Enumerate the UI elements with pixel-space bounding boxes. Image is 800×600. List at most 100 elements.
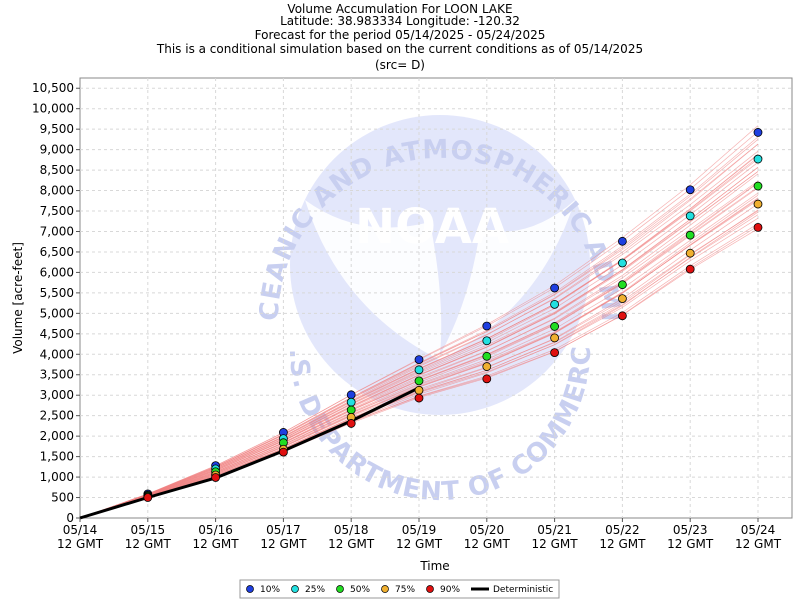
point-p50 — [482, 351, 492, 361]
x-tick-sublabel: 12 GMT — [193, 537, 240, 551]
x-tick-sublabel: 12 GMT — [599, 537, 646, 551]
y-tick-label: 7,000 — [40, 224, 74, 238]
y-tick-label: 2,000 — [40, 429, 74, 443]
point-p75 — [482, 362, 492, 371]
deterministic-layer — [79, 386, 420, 520]
chart-title: Volume Accumulation For LOON LAKE Latitu… — [156, 2, 643, 72]
point-p50 — [618, 280, 627, 290]
point-p25 — [618, 258, 627, 268]
legend-label: 50% — [350, 585, 370, 595]
point-p90 — [618, 311, 627, 321]
y-tick-label: 10,500 — [32, 81, 74, 95]
y-tick-label: 6,500 — [40, 245, 74, 259]
x-tick-label: 05/18 — [334, 523, 369, 537]
point-p75 — [414, 385, 424, 395]
legend-label: Deterministic — [493, 585, 553, 595]
legend-label: 90% — [440, 585, 460, 595]
y-axis-label: Volume [acre-feet] — [11, 242, 25, 354]
x-axis-label: Time — [419, 559, 449, 573]
y-tick-label: 9,500 — [40, 122, 74, 136]
y-tick-label: 2,500 — [40, 409, 74, 423]
point-p10 — [346, 390, 356, 400]
y-tick-label: 5,000 — [40, 306, 74, 320]
y-tick-label: 0 — [66, 511, 74, 525]
x-tick-sublabel: 12 GMT — [328, 537, 375, 551]
x-tick-sublabel: 12 GMT — [260, 537, 307, 551]
point-p90 — [278, 447, 288, 457]
noaa-logo-text: NOAA — [355, 199, 509, 255]
point-p75 — [550, 333, 559, 343]
point-p90 — [753, 222, 763, 232]
noaa-logo-circle — [290, 115, 590, 415]
title-line-1: Volume Accumulation For LOON LAKE — [287, 2, 512, 16]
point-p90 — [211, 473, 221, 482]
legend-label: 10% — [260, 585, 280, 595]
title-line-4: This is a conditional simulation based o… — [156, 42, 643, 56]
noaa-bird-shape — [305, 200, 575, 360]
title-line-2: Latitude: 38.983334 Longitude: -120.32 — [280, 14, 520, 28]
x-tick-sublabel: 12 GMT — [57, 537, 104, 551]
x-tick-label: 05/24 — [741, 523, 776, 537]
point-p50 — [414, 376, 424, 386]
y-tick-label: 5,500 — [40, 286, 74, 300]
point-p50 — [346, 405, 356, 415]
x-tick-label: 05/14 — [63, 523, 98, 537]
y-tick-label: 3,000 — [40, 388, 74, 402]
percentile-points — [143, 128, 763, 502]
point-p10 — [414, 355, 424, 365]
legend-marker — [381, 585, 389, 593]
x-tick-label: 05/19 — [402, 523, 437, 537]
point-p90 — [143, 493, 153, 502]
x-tick-sublabel: 12 GMT — [396, 537, 443, 551]
legend-label: 75% — [395, 585, 415, 595]
x-tick-label: 05/20 — [470, 523, 505, 537]
point-p25 — [346, 397, 356, 407]
title-line-3: Forecast for the period 05/14/2025 - 05/… — [255, 28, 546, 42]
point-p10 — [685, 185, 695, 195]
point-p25 — [685, 211, 695, 221]
y-tick-label: 3,500 — [40, 368, 74, 382]
x-tick-sublabel: 12 GMT — [464, 537, 511, 551]
x-tick-label: 05/17 — [266, 523, 301, 537]
title-line-5: (src= D) — [375, 58, 425, 72]
point-p90 — [482, 374, 492, 384]
x-tick-sublabel: 12 GMT — [735, 537, 782, 551]
point-p10 — [753, 128, 763, 137]
point-p25 — [482, 336, 492, 346]
legend-label: 25% — [305, 585, 325, 595]
y-tick-label: 9,000 — [40, 143, 74, 157]
y-tick-label: 8,500 — [40, 163, 74, 177]
x-tick-label: 05/16 — [198, 523, 233, 537]
point-p90 — [414, 393, 424, 403]
x-tick-label: 05/23 — [673, 523, 708, 537]
point-p90 — [685, 264, 695, 274]
x-tick-label: 05/22 — [605, 523, 640, 537]
y-tick-label: 1,500 — [40, 450, 74, 464]
point-p10 — [550, 283, 559, 293]
x-tick-sublabel: 12 GMT — [667, 537, 714, 551]
y-axis-ticks: 0 500 1,000 1,500 2,000 2,500 3,000 3,500 4,000 4… — [32, 81, 80, 525]
ensemble-trace — [79, 171, 759, 519]
legend-marker — [336, 585, 344, 593]
y-tick-label: 7,500 — [40, 204, 74, 218]
point-p10 — [482, 321, 492, 331]
x-tick-sublabel: 12 GMT — [532, 537, 579, 551]
point-p50 — [753, 181, 763, 191]
legend-marker — [246, 585, 254, 593]
point-p75 — [685, 248, 695, 258]
point-p50 — [685, 230, 695, 240]
point-p75 — [753, 199, 763, 209]
y-tick-label: 500 — [51, 491, 74, 505]
point-p25 — [414, 365, 424, 375]
point-p50 — [550, 322, 559, 331]
x-tick-label: 05/21 — [537, 523, 572, 537]
point-p75 — [618, 294, 627, 304]
y-tick-label: 1,000 — [40, 470, 74, 484]
legend-marker — [426, 585, 434, 593]
point-p10 — [618, 236, 627, 246]
ensemble-traces — [79, 125, 759, 519]
point-p25 — [550, 299, 559, 309]
y-tick-label: 6,000 — [40, 265, 74, 279]
